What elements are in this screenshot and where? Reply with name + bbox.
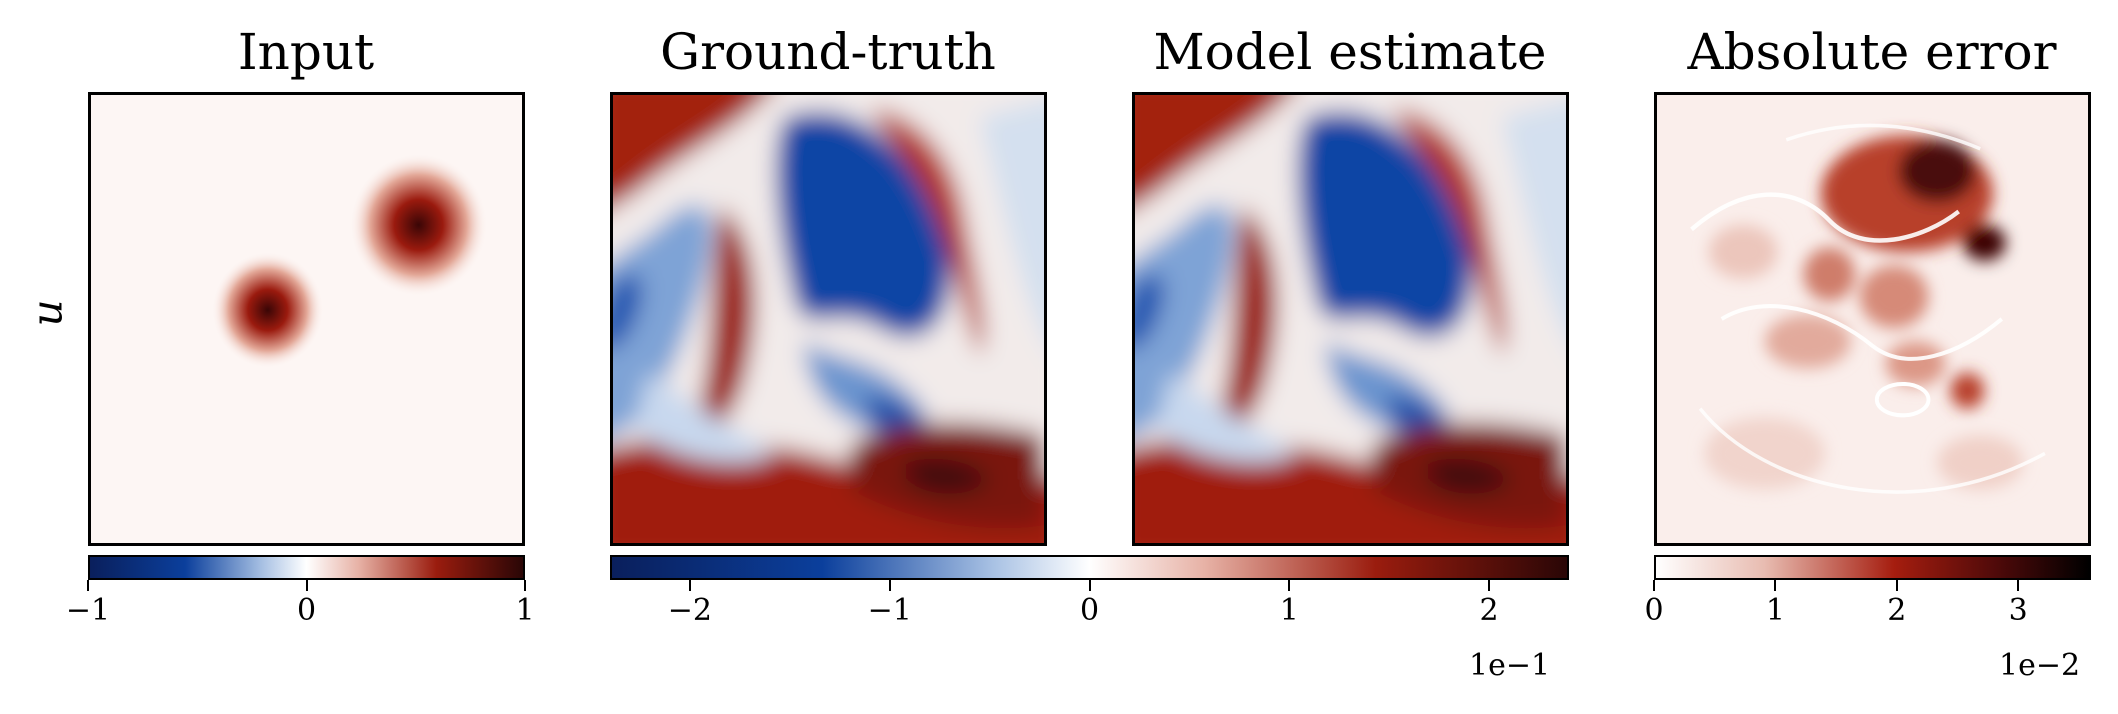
- colorbar-input: [88, 555, 525, 580]
- colorbar-tick-label: 0: [296, 593, 317, 628]
- panel-title-ground-truth: Ground-truth: [660, 23, 996, 81]
- colorbar-tick-label: 1: [1279, 593, 1299, 628]
- colorbar-tick-label: 1: [1765, 593, 1785, 628]
- colorbar-tick: [1895, 580, 1898, 591]
- heatmap-ground-truth-image: [613, 95, 1044, 543]
- heatmap-model-estimate-image: [1135, 95, 1566, 543]
- colorbar-tick: [1653, 580, 1655, 591]
- colorbar-tick-label: 2: [1887, 593, 1907, 628]
- heatmap-input: [88, 92, 525, 546]
- heatmap-absolute-error: [1654, 92, 2091, 546]
- colorbar-tick-label: 3: [2008, 593, 2028, 628]
- colorbar-tick-label: 1: [515, 593, 535, 628]
- heatmap-input-image: [91, 95, 522, 543]
- panel-title-absolute-error: Absolute error: [1687, 23, 2057, 81]
- colorbar-tick: [524, 580, 526, 591]
- colorbar-tick-label: −1: [867, 593, 912, 628]
- colorbar-absolute-error: [1654, 555, 2091, 580]
- colorbar-tick: [1088, 580, 1091, 591]
- heatmap-model-estimate: [1132, 92, 1569, 546]
- colorbar-tick: [2017, 580, 2020, 591]
- colorbar-tick-label: −1: [65, 593, 111, 628]
- colorbar-tick: [1288, 580, 1291, 591]
- panel-title-input: Input: [237, 23, 375, 81]
- colorbar-tick: [305, 580, 308, 591]
- colorbar-tick: [1774, 580, 1777, 591]
- panel-title-model-estimate: Model estimate: [1153, 23, 1547, 81]
- colorbar-tick-label: 2: [1479, 593, 1499, 628]
- colorbar-2-offset-text: 1e−1: [1469, 648, 1551, 683]
- colorbar-tick-label: −2: [667, 593, 713, 628]
- y-axis-label: u: [22, 299, 72, 327]
- colorbar-3-offset-text: 1e−2: [1999, 648, 2081, 683]
- input-bump-2: [349, 153, 488, 297]
- colorbar-tick: [1488, 580, 1491, 591]
- input-bump-1: [211, 251, 324, 369]
- colorbar-tick: [888, 580, 891, 591]
- heatmap-absolute-error-image: [1657, 95, 2088, 543]
- colorbar-tick-label: 0: [1079, 593, 1100, 628]
- colorbar-tick: [688, 580, 691, 591]
- heatmap-ground-truth: [610, 92, 1047, 546]
- colorbar-ground-truth-model: [610, 555, 1569, 580]
- colorbar-tick: [87, 580, 89, 591]
- colorbar-tick-label: 0: [1644, 593, 1664, 628]
